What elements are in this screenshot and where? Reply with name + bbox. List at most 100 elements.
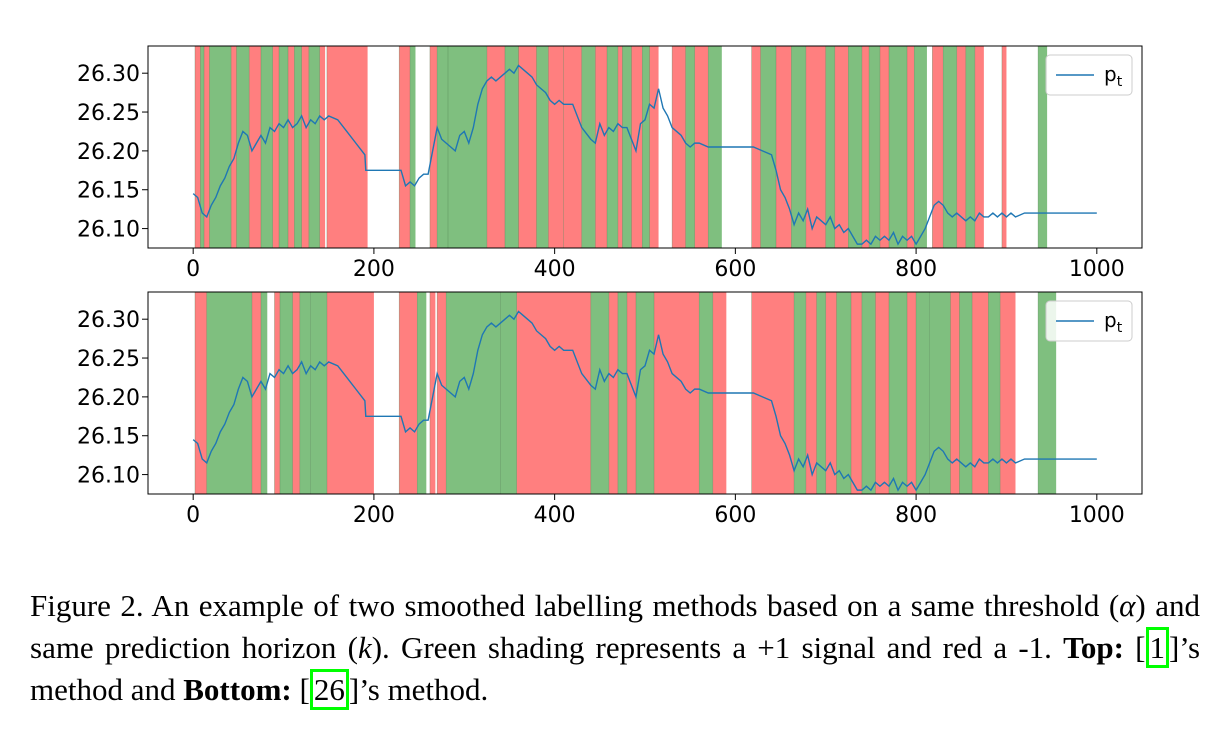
shading-up-52 — [914, 46, 927, 248]
shading-up-44 — [825, 46, 835, 248]
y-tick-label: 26.10 — [77, 464, 140, 489]
shading-down-12 — [429, 292, 436, 494]
shading-up-24 — [536, 46, 549, 248]
shading-down-9 — [326, 292, 374, 494]
shading-up-5 — [236, 46, 250, 248]
shading-up-17 — [410, 46, 416, 248]
shading-down-22 — [654, 292, 700, 494]
shading-up-30 — [836, 292, 852, 494]
shading-down-31 — [851, 292, 862, 494]
shading-down-15 — [326, 46, 368, 248]
x-tick-label: 200 — [353, 503, 395, 528]
shading-down-42 — [1000, 292, 1016, 494]
shading-down-27 — [805, 292, 817, 494]
axes-frame — [147, 291, 1143, 495]
shading-up-3 — [260, 292, 268, 494]
shading-up-46 — [848, 46, 862, 248]
shading-down-4 — [274, 292, 280, 494]
shading-down-21 — [486, 46, 505, 248]
shading-up-56 — [965, 46, 975, 248]
x-tick-label: 0 — [186, 503, 200, 528]
shading-down-16 — [516, 292, 591, 494]
shading-down-18 — [608, 292, 618, 494]
shading-down-55 — [956, 46, 966, 248]
caption-top-label: Top: — [1063, 630, 1124, 665]
shading-down-28 — [595, 46, 608, 248]
shading-down-51 — [907, 46, 915, 248]
shading-down-30 — [617, 46, 623, 248]
figure-charts: 0 200 400 600 800 1000 26.10 26.15 26.20 26.25 26.… — [77, 45, 1143, 528]
shading-up-54 — [943, 46, 957, 248]
shading-up-31 — [622, 46, 632, 248]
citation-link-1[interactable]: 1 — [1145, 627, 1170, 668]
x-tick-label: 200 — [353, 257, 395, 282]
caption-text-3: ). Green shading represents a +1 signal … — [371, 630, 1064, 665]
shading-up-7 — [260, 46, 273, 248]
shading-up-7 — [299, 292, 311, 494]
shading-down-49 — [879, 46, 889, 248]
x-tick-label: 1000 — [1069, 503, 1125, 528]
shading-down-6 — [249, 46, 261, 248]
caption-top-rest: ]’s method and — [30, 630, 1201, 707]
shading-down-58 — [1001, 46, 1007, 248]
caption-bottom-open: [ — [291, 672, 310, 707]
shading-up-26 — [794, 292, 806, 494]
x-tick-label: 1000 — [1069, 257, 1125, 282]
y-tick-label: 26.30 — [77, 308, 140, 333]
shading-down-12 — [301, 46, 309, 248]
caption-top-open: [ — [1124, 630, 1146, 665]
shading-down-47 — [861, 46, 870, 248]
shading-down-10 — [399, 292, 418, 494]
shading-down-35 — [672, 46, 686, 248]
shading-down-41 — [776, 46, 792, 248]
shading-up-37 — [929, 292, 951, 494]
series-line-p_t — [192, 310, 1097, 492]
shading-up-29 — [607, 46, 618, 248]
citation-link-26[interactable]: 26 — [309, 669, 349, 710]
caption-bottom-label: Bottom: — [183, 672, 292, 707]
legend-subscript: t — [1117, 320, 1123, 336]
x-tick-label: 400 — [534, 257, 576, 282]
shading-up-41 — [988, 292, 1001, 494]
shading-up-42 — [791, 46, 806, 248]
shading-down-26 — [563, 46, 582, 248]
shading-up-43 — [1038, 292, 1057, 494]
shading-down-0 — [194, 292, 207, 494]
shading-down-0 — [194, 46, 201, 248]
shading-up-15 — [500, 292, 517, 494]
shading-down-6 — [292, 292, 300, 494]
figure-caption: Figure 2. An example of two smoothed lab… — [30, 585, 1200, 711]
y-tick-label: 26.25 — [77, 101, 140, 126]
caption-alpha: α — [1119, 588, 1136, 623]
shading-up-34 — [888, 292, 908, 494]
shading-up-19 — [617, 292, 627, 494]
shading-down-37 — [694, 46, 709, 248]
shading-up-21 — [635, 292, 655, 494]
shading-down-43 — [805, 46, 826, 248]
shading-down-53 — [932, 46, 944, 248]
shading-down-34 — [649, 46, 659, 248]
shading-down-35 — [907, 292, 917, 494]
shading-up-14 — [446, 292, 501, 494]
shading-up-11 — [294, 46, 302, 248]
y-tick-label: 26.25 — [77, 347, 140, 372]
bottom-chart: 0 200 400 600 800 1000 26.10 26.15 26.20 26.25 26.… — [77, 291, 1143, 528]
shading-up-33 — [642, 46, 650, 248]
shading-down-38 — [950, 292, 960, 494]
shading-down-45 — [834, 46, 849, 248]
shading-down-20 — [626, 292, 636, 494]
shading-down-4 — [231, 46, 237, 248]
shading-down-14 — [319, 46, 326, 248]
shading-down-33 — [875, 292, 889, 494]
shading-down-57 — [974, 46, 984, 248]
shading-up-22 — [504, 46, 519, 248]
y-tick-label: 26.15 — [77, 179, 140, 204]
shading-up-59 — [1038, 46, 1048, 248]
shading-up-40 — [760, 46, 777, 248]
shading-up-20 — [448, 46, 487, 248]
caption-text-1: Figure 2. An example of two smoothed lab… — [30, 588, 1120, 623]
shading-up-1 — [200, 46, 205, 248]
x-tick-label: 800 — [895, 503, 937, 528]
legend-subscript: t — [1117, 74, 1123, 90]
shading-up-9 — [279, 46, 289, 248]
